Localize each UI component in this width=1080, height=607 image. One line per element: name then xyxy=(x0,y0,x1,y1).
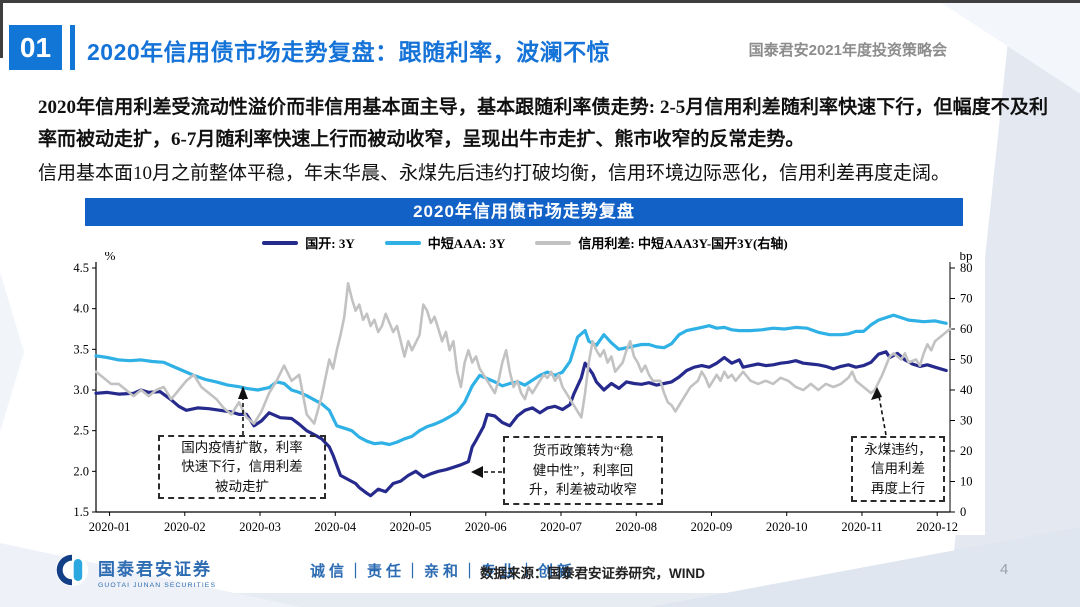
chart-title: 2020年信用债市场走势复盘 xyxy=(85,198,963,226)
guotai-junan-logo-icon xyxy=(55,553,89,587)
svg-text:3.0: 3.0 xyxy=(73,383,89,397)
svg-text:50: 50 xyxy=(960,353,973,367)
svg-text:2020-05: 2020-05 xyxy=(390,520,432,534)
data-source: 数据来源：国泰君安证券研究，WIND xyxy=(480,566,705,581)
legend-label: 中短AAA: 3Y xyxy=(427,236,506,251)
background-decoration xyxy=(0,272,24,432)
page-number: 4 xyxy=(1000,561,1009,578)
window-edge xyxy=(0,0,1080,3)
section-number-badge: 01 xyxy=(9,25,62,70)
svg-text:2020-02: 2020-02 xyxy=(164,520,206,534)
svg-text:2.5: 2.5 xyxy=(73,424,89,438)
svg-text:1.5: 1.5 xyxy=(73,505,89,519)
svg-text:10: 10 xyxy=(960,475,973,489)
svg-text:2020-09: 2020-09 xyxy=(691,520,733,534)
brand-name: 国泰君安证券 xyxy=(98,560,212,579)
credit-market-line-chart: 4.54.03.53.02.52.01.58070605040302010020… xyxy=(73,252,973,534)
svg-text:30: 30 xyxy=(960,414,973,428)
svg-text:bp: bp xyxy=(960,252,973,263)
svg-text:2020-12: 2020-12 xyxy=(916,520,958,534)
svg-text:0: 0 xyxy=(960,505,966,519)
brand-slogan: 诚信｜责任｜亲和｜专业｜创新 xyxy=(310,563,577,580)
svg-text:20: 20 xyxy=(960,444,973,458)
brand-subtitle: GUOTAI JUNAN SECURITIES xyxy=(98,582,217,589)
svg-text:2020-11: 2020-11 xyxy=(841,520,882,534)
svg-text:2020-06: 2020-06 xyxy=(465,520,507,534)
legend-swatch-gray xyxy=(535,240,572,245)
svg-text:2.0: 2.0 xyxy=(73,464,89,478)
svg-text:2020-04: 2020-04 xyxy=(314,520,356,534)
svg-text:2020-08: 2020-08 xyxy=(615,520,657,534)
svg-text:3.5: 3.5 xyxy=(73,342,89,356)
svg-text:4.5: 4.5 xyxy=(73,261,89,275)
header-divider xyxy=(70,25,75,70)
chart-panel xyxy=(85,228,985,535)
svg-text:2020-07: 2020-07 xyxy=(540,520,582,534)
svg-text:2020-10: 2020-10 xyxy=(766,520,808,534)
window-edge xyxy=(0,0,3,58)
body-paragraph-2: 信用基本面10月之前整体平稳，年末华晨、永煤先后违约打破均衡，信用环境边际恶化，… xyxy=(38,163,951,184)
svg-text:70: 70 xyxy=(960,292,973,306)
annotation-epidemic: 国内疫情扩散，利率 快速下行，信用利差 被动走扩 xyxy=(158,435,326,499)
body-paragraph-1: 2020年信用利差受流动性溢价而非信用基本面主导，基本跟随利率债走势: 2-5月… xyxy=(38,97,1048,150)
svg-text:4.0: 4.0 xyxy=(73,302,89,316)
legend-item-aaa: 中短AAA: 3Y xyxy=(384,233,506,252)
chart-legend: 国开: 3Y 中短AAA: 3Y 信用利差: 中短AAA3Y-国开3Y(右轴) xyxy=(70,233,980,252)
svg-text:40: 40 xyxy=(960,383,973,397)
legend-item-guokai: 国开: 3Y xyxy=(262,233,355,252)
svg-text:%: % xyxy=(105,252,116,263)
svg-text:2020-01: 2020-01 xyxy=(89,520,131,534)
brand-block: 国泰君安证券 GUOTAI JUNAN SECURITIES xyxy=(98,555,216,589)
legend-label: 国开: 3Y xyxy=(305,236,355,251)
page-title: 2020年信用债市场走势复盘：跟随利率，波澜不惊 xyxy=(87,39,611,65)
annotation-yongmei-default: 永煤违约， 信用利差 再度上行 xyxy=(851,436,945,502)
legend-swatch-navy xyxy=(262,240,299,245)
svg-text:60: 60 xyxy=(960,322,973,336)
conference-label: 国泰君安2021年度投资策略会 xyxy=(748,42,947,59)
svg-text:2020-03: 2020-03 xyxy=(239,520,281,534)
annotation-policy-shift: 货币政策转为“稳 健中性”，利率回 升，利差被动收窄 xyxy=(503,436,663,505)
legend-label: 信用利差: 中短AAA3Y-国开3Y(右轴) xyxy=(578,236,788,251)
svg-text:80: 80 xyxy=(960,261,973,275)
legend-swatch-cyan xyxy=(384,240,421,245)
legend-item-spread: 信用利差: 中短AAA3Y-国开3Y(右轴) xyxy=(535,233,788,252)
